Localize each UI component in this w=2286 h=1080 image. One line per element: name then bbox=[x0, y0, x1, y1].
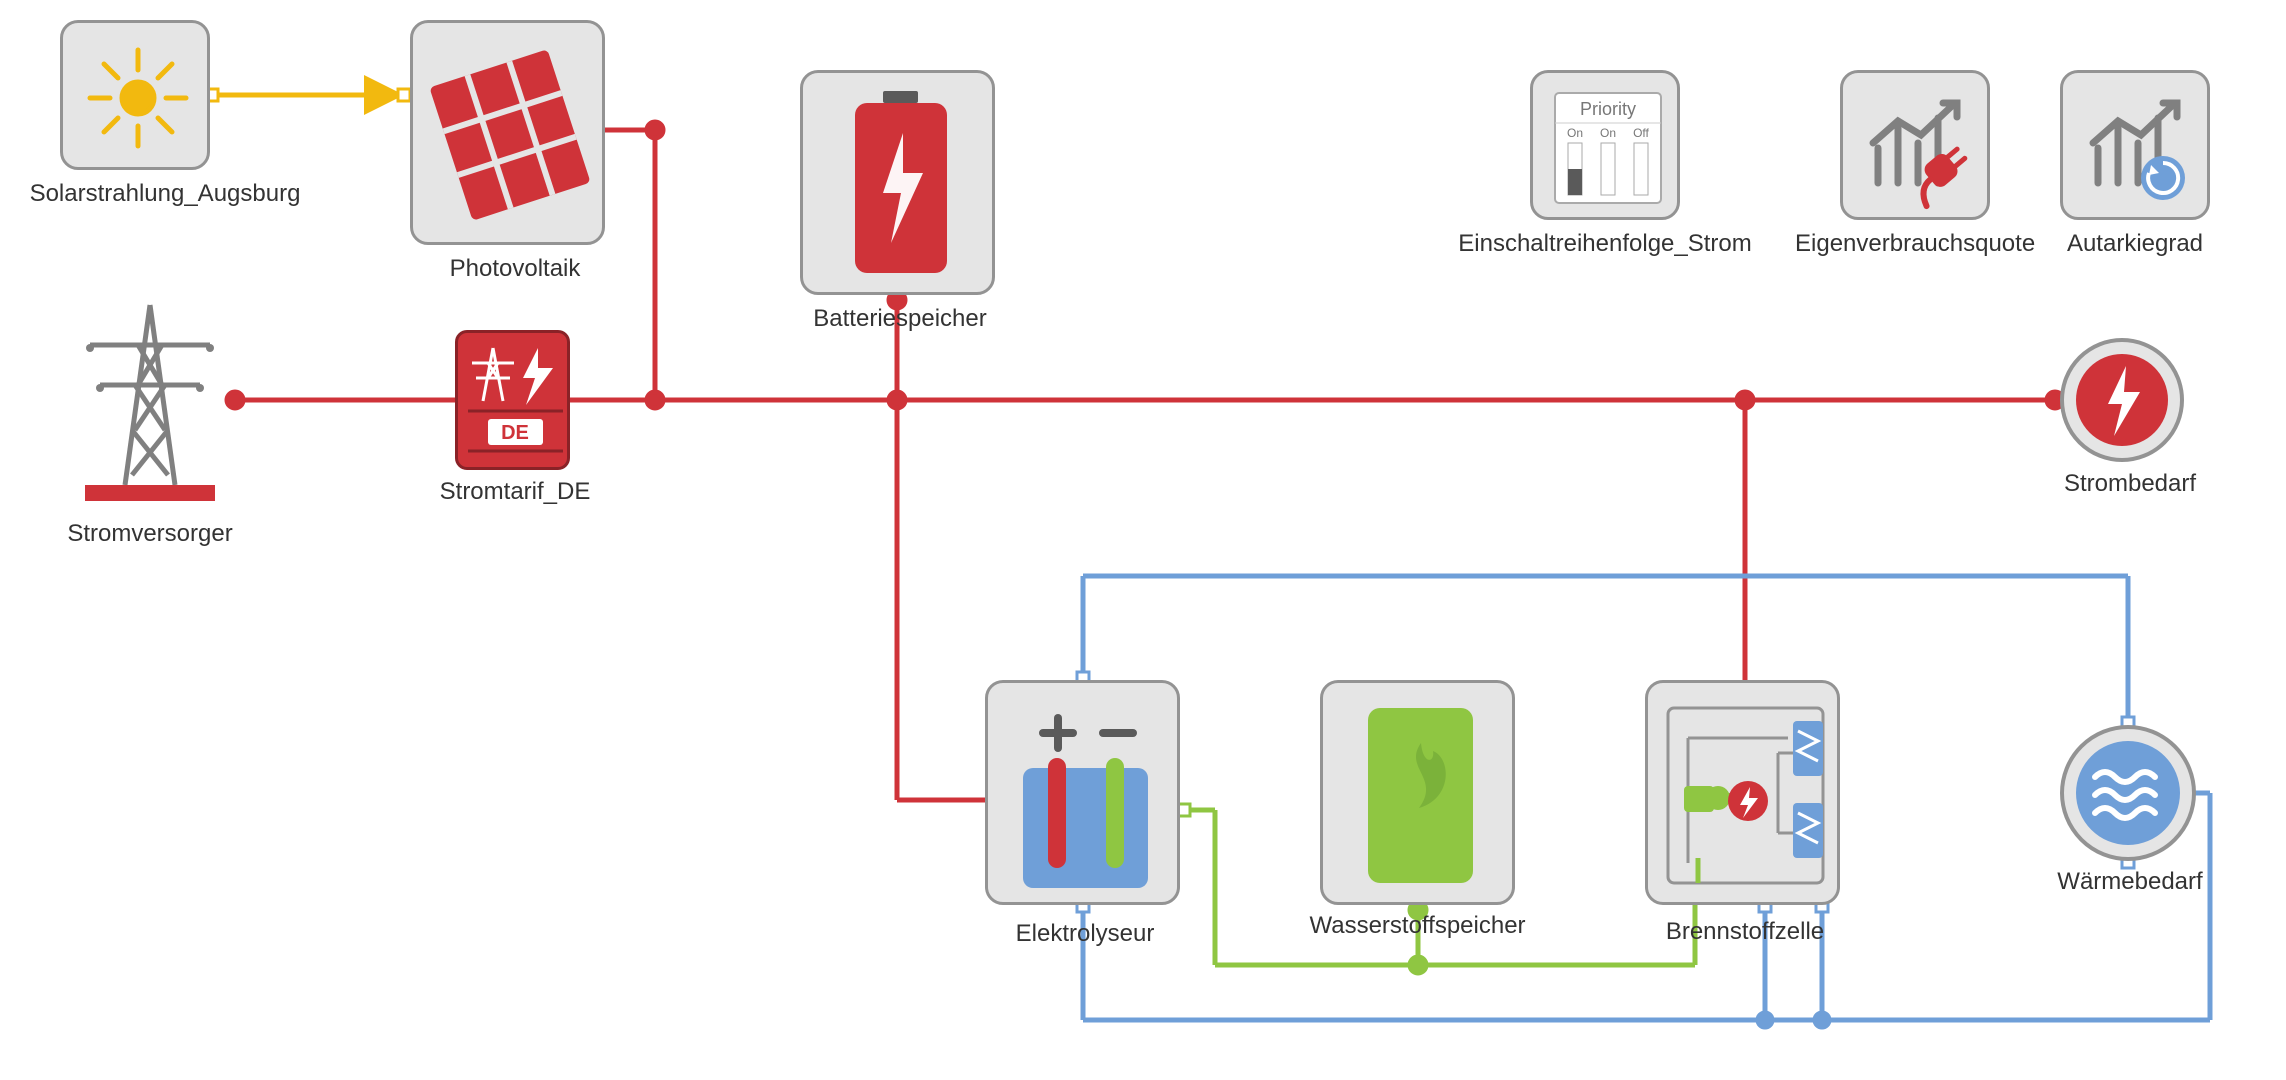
label-solarstrahlung: Solarstrahlung_Augsburg bbox=[25, 180, 305, 208]
svg-text:On: On bbox=[1567, 126, 1583, 140]
fuelcell-icon bbox=[1648, 683, 1843, 908]
node-autarkiegrad[interactable] bbox=[2060, 70, 2210, 220]
chart-refresh-icon bbox=[2063, 73, 2213, 223]
edge-blue-heat bbox=[1077, 576, 2210, 1027]
node-batteriespeicher[interactable] bbox=[800, 70, 995, 295]
svg-text:DE: DE bbox=[501, 422, 529, 444]
label-eigenverbrauch: Eigenverbrauchsquote bbox=[1795, 230, 2035, 258]
node-strombedarf[interactable] bbox=[2060, 338, 2184, 462]
sun-icon bbox=[63, 23, 213, 173]
pv-icon bbox=[413, 23, 608, 248]
svg-text:On: On bbox=[1600, 126, 1616, 140]
label-wasserstoffspeicher: Wasserstoffspeicher bbox=[1300, 912, 1535, 940]
label-batteriespeicher: Batteriespeicher bbox=[790, 305, 1010, 333]
strombedarf-icon bbox=[2060, 338, 2184, 462]
label-priority: Einschaltreihenfolge_Strom bbox=[1445, 230, 1765, 258]
node-photovoltaik[interactable] bbox=[410, 20, 605, 245]
h2-icon bbox=[1323, 683, 1518, 908]
label-stromversorger: Stromversorger bbox=[50, 520, 250, 548]
battery-icon bbox=[803, 73, 998, 298]
elektrolyseur-icon bbox=[988, 683, 1183, 908]
label-strombedarf: Strombedarf bbox=[2055, 470, 2205, 498]
node-elektrolyseur[interactable] bbox=[985, 680, 1180, 905]
waermebedarf-icon bbox=[2060, 725, 2196, 861]
tariff-icon: DE bbox=[458, 333, 573, 473]
label-brennstoffzelle: Brennstoffzelle bbox=[1650, 918, 1840, 946]
svg-text:Off: Off bbox=[1633, 126, 1649, 140]
chart-plug-icon bbox=[1843, 73, 1993, 223]
edge-sun-pv bbox=[206, 89, 410, 101]
node-eigenverbrauch[interactable] bbox=[1840, 70, 1990, 220]
node-stromversorger[interactable] bbox=[50, 290, 250, 510]
node-wasserstoffspeicher[interactable] bbox=[1320, 680, 1515, 905]
node-stromtarif[interactable]: DE bbox=[455, 330, 570, 470]
node-priority[interactable]: Priority On On Off bbox=[1530, 70, 1680, 220]
priority-icon: Priority On On Off bbox=[1533, 73, 1683, 223]
label-elektrolyseur: Elektrolyseur bbox=[1000, 920, 1170, 948]
node-solarstrahlung[interactable] bbox=[60, 20, 210, 170]
label-photovoltaik: Photovoltaik bbox=[410, 255, 620, 283]
node-brennstoffzelle[interactable] bbox=[1645, 680, 1840, 905]
priority-title: Priority bbox=[1580, 99, 1636, 119]
label-autarkiegrad: Autarkiegrad bbox=[2060, 230, 2210, 258]
pylon-icon bbox=[50, 290, 250, 510]
node-waermebedarf[interactable] bbox=[2060, 725, 2196, 861]
label-waermebedarf: Wärmebedarf bbox=[2050, 868, 2210, 896]
label-stromtarif: Stromtarif_DE bbox=[430, 478, 600, 506]
